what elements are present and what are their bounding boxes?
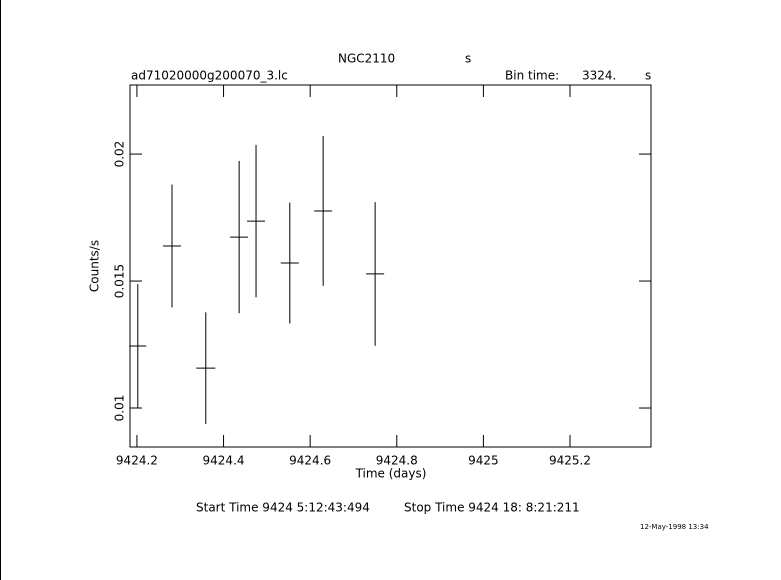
y-axis-label: Counts/s [88,240,102,292]
x-tick-label: 9425.2 [549,454,591,468]
x-tick-label: 9424.8 [376,454,418,468]
bin-time: 3324. [582,69,616,83]
title-unit: s [465,52,471,66]
plot-frame [129,84,652,448]
chart-title: NGC2110 [338,52,395,66]
y-tick-label: 0.01 [113,395,127,422]
x-tick-label: 9424.6 [289,454,331,468]
bin-time-label: Bin time: [505,69,559,83]
bin-time-unit: s [645,69,651,83]
y-tick-label: 0.015 [113,264,127,298]
x-tick-label: 9425 [468,454,499,468]
x-tick-label: 9424.2 [116,454,158,468]
file-name: ad71020000g200070_3.lc [131,69,288,83]
stop-time: Stop Time 9424 18: 8:21:211 [404,501,580,515]
x-tick-label: 9424.4 [203,454,245,468]
timestamp: 12-May-1998 13:34 [640,523,709,531]
start-time: Start Time 9424 5:12:43:494 [196,501,370,515]
y-tick-label: 0.02 [113,141,127,168]
x-axis-label: Time (days) [355,467,427,481]
